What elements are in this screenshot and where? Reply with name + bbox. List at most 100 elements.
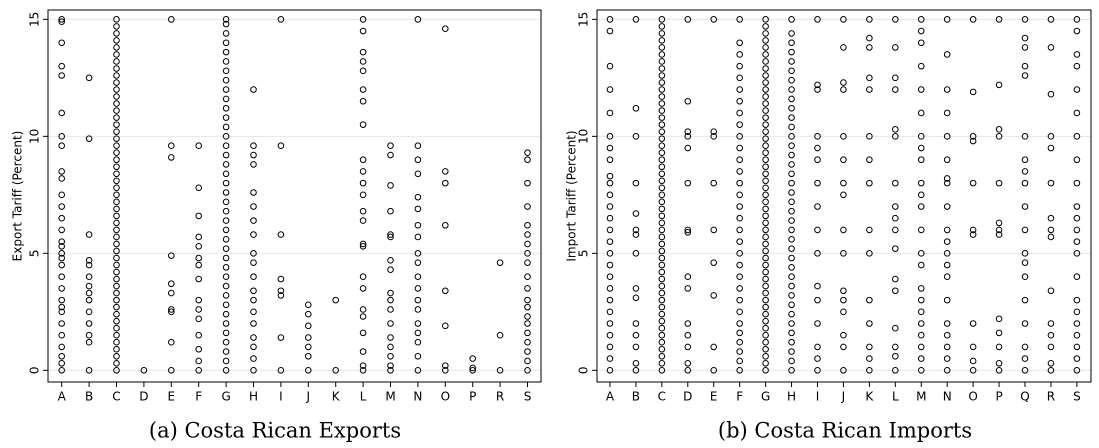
point [1021,133,1029,140]
point [658,254,666,262]
point [710,133,718,140]
point [359,27,367,35]
point [840,331,847,339]
point [113,93,120,100]
point [85,231,93,238]
point [1073,203,1081,210]
point [222,198,230,206]
point [684,16,692,23]
point [684,331,692,339]
point [943,51,951,58]
point [414,329,422,337]
point [1047,179,1055,187]
point [496,367,504,374]
point [195,261,202,269]
point [788,320,795,327]
point [995,219,1003,227]
point [658,72,666,79]
point [1021,320,1029,327]
point [658,226,666,234]
point [113,282,120,290]
point [222,142,230,149]
point [917,156,925,164]
point [658,107,666,114]
y-axis-label: Export Tariff (Percent) [11,131,25,262]
point [222,310,230,318]
point [1021,179,1029,187]
point [277,231,285,238]
point [606,238,614,245]
point [710,179,718,187]
point [387,343,394,351]
point [58,214,66,222]
point [788,104,795,112]
point [1073,320,1081,327]
point [442,322,449,330]
point [414,205,422,213]
point [814,367,821,374]
point [1021,44,1029,51]
point [658,198,666,206]
point [113,30,120,37]
point [222,76,230,84]
point [762,191,769,199]
point [1073,86,1081,93]
point [840,367,847,374]
point [524,250,531,257]
point [736,74,743,82]
point [58,352,66,360]
point [168,252,175,259]
point [58,254,66,262]
point [658,58,666,65]
point [222,338,230,346]
point [414,285,422,292]
caption: (b) Costa Rican Imports [718,419,972,443]
point [359,207,367,215]
point [222,16,230,23]
point [113,163,120,171]
point [788,58,795,65]
x-tick-label: D [683,390,692,404]
point [1047,144,1055,152]
point [58,261,66,269]
point [814,250,821,257]
point [736,86,743,93]
point [632,331,640,339]
point [85,273,93,281]
point [892,16,899,23]
point [606,133,614,140]
point [168,154,175,161]
point [113,72,120,79]
point [684,144,692,152]
point [195,254,202,262]
point [58,367,66,374]
point [788,86,795,93]
point [1021,343,1029,351]
point [969,226,977,234]
point [658,86,666,93]
point [58,72,66,79]
point [195,306,202,313]
point [788,151,795,159]
point [168,289,175,297]
point [943,226,951,234]
point [736,109,743,117]
point [195,184,202,192]
point [305,367,312,374]
point [222,320,230,327]
point [85,261,93,269]
point [113,128,120,135]
point [917,179,925,187]
point [762,317,769,325]
point [1073,214,1081,222]
point [917,109,925,117]
point [814,156,821,164]
point [168,142,175,149]
point [917,16,925,23]
point [943,355,951,362]
point [788,207,795,215]
point [736,367,743,374]
x-tick-label: B [85,390,93,404]
point [917,226,925,234]
point [736,285,743,292]
